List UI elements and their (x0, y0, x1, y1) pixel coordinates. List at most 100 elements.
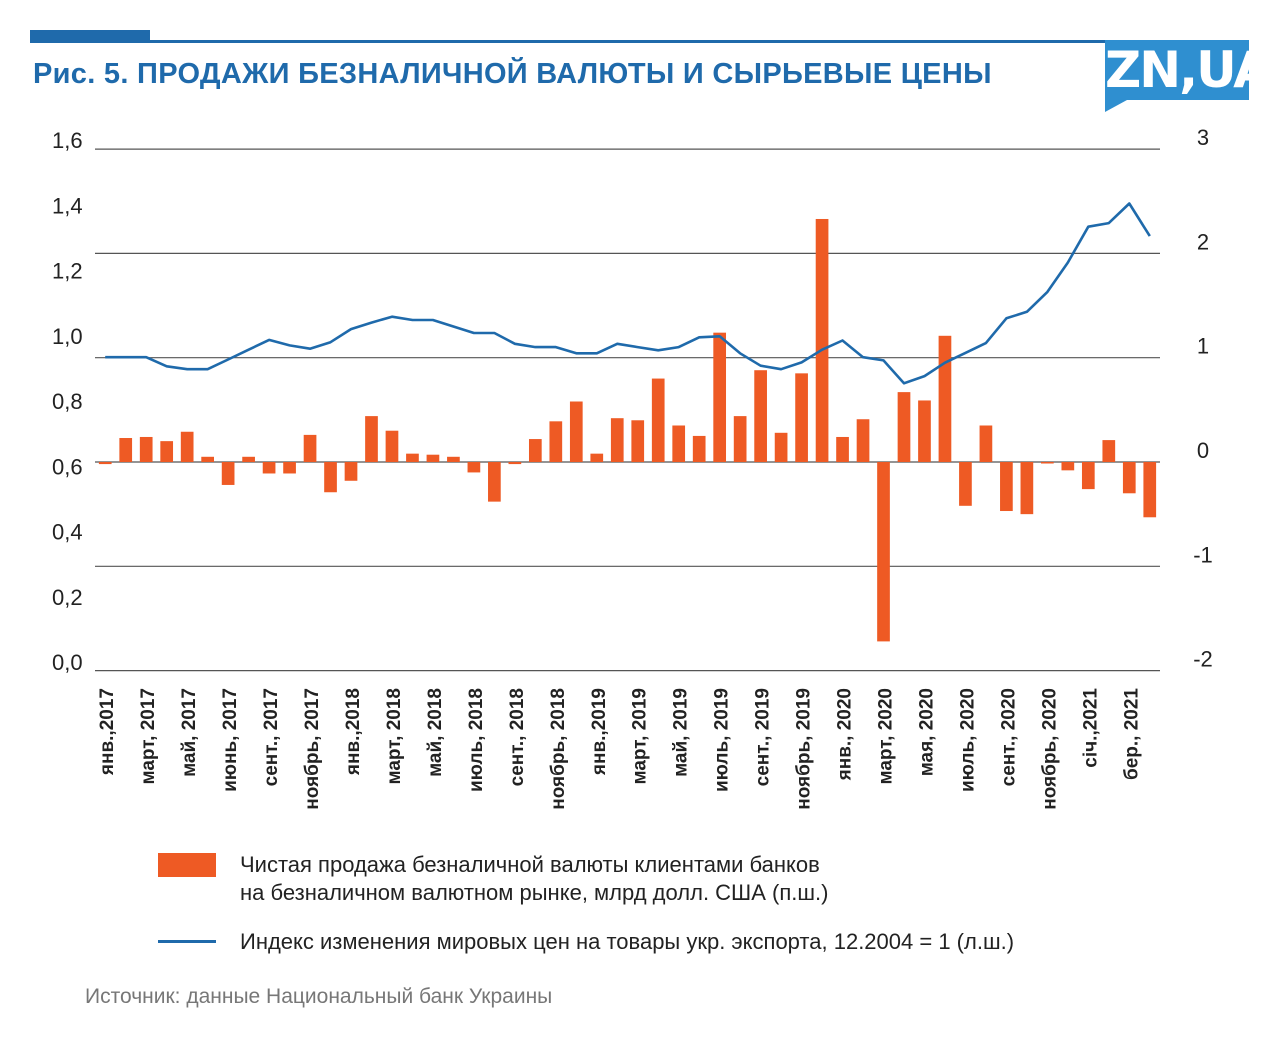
x-tick-label: май, 2019 (671, 688, 692, 777)
bar (139, 436, 153, 462)
bar-series (98, 218, 1157, 642)
bar (1081, 462, 1095, 490)
bar (303, 434, 317, 462)
bar (631, 420, 645, 462)
bar (467, 462, 481, 473)
bar (1102, 440, 1116, 462)
bar (979, 425, 993, 462)
bar (324, 462, 337, 493)
bar (610, 418, 624, 462)
bar (672, 425, 686, 462)
x-tick-label: янв., 2020 (835, 688, 856, 781)
x-tick-label: сент., 2017 (261, 688, 282, 786)
header-rule (30, 40, 1248, 43)
x-tick-label: ноябрь, 2017 (302, 688, 323, 810)
bar (754, 370, 767, 462)
left-axis-ticks: 0,0 0,2 0,4 0,6 0,8 1,0 1,2 1,4 1,6 (52, 128, 83, 675)
bar (344, 462, 358, 481)
bar (569, 401, 583, 462)
x-tick-label: янв.,2017 (97, 688, 118, 776)
bar (1041, 462, 1054, 464)
bar (692, 435, 706, 462)
bar (938, 335, 952, 462)
bar (365, 416, 378, 462)
bar (774, 432, 788, 462)
x-tick-label: июль, 2020 (957, 688, 978, 792)
bar (1143, 462, 1157, 518)
chart-area: 0,0 0,2 0,4 0,6 0,8 1,0 1,2 1,4 1,6 -2 -1 0 1 2 3 янв… (52, 125, 1213, 810)
right-tick-label: 1 (1197, 334, 1209, 359)
legend-line-label: Индекс изменения мировых цен на товары у… (240, 929, 1015, 954)
legend-bar-label-1: Чистая продажа безналичной валюты клиент… (240, 852, 820, 877)
x-tick-label: сент., 2020 (998, 688, 1019, 786)
bar (733, 416, 747, 462)
bar (856, 419, 870, 462)
left-tick-label: 0,4 (52, 520, 83, 545)
bar (836, 436, 849, 462)
bar (488, 462, 501, 502)
gridlines (95, 148, 1160, 672)
legend-line-swatch (158, 940, 216, 943)
legend-bar-swatch (158, 853, 216, 877)
bar (1020, 462, 1034, 515)
x-tick-label: март, 2020 (876, 688, 897, 784)
x-tick-label: май, 2018 (425, 688, 446, 777)
bar (426, 454, 440, 462)
right-tick-label: 2 (1197, 229, 1209, 254)
x-axis-ticks: янв.,2017 март, 2017 май, 2017 июнь, 2017 се… (97, 688, 1142, 810)
bar (1061, 462, 1075, 471)
left-tick-label: 0,8 (52, 389, 83, 414)
x-tick-label: сент., 2018 (507, 688, 528, 786)
x-tick-label: ноябрь, 2018 (548, 688, 569, 810)
line-series-path (105, 202, 1151, 385)
x-tick-label: січ.,2021 (1080, 688, 1101, 768)
bar (713, 332, 727, 462)
bar (406, 453, 419, 462)
bar (528, 439, 542, 462)
left-tick-label: 1,0 (52, 324, 83, 349)
legend-bar-label-2: на безналичном валютном рынке, млрд долл… (240, 880, 829, 905)
bar (119, 438, 133, 462)
bar (98, 462, 112, 465)
bar (262, 462, 276, 474)
bar (815, 218, 829, 462)
x-tick-label: май, 2017 (179, 688, 200, 777)
x-tick-label: март, 2019 (630, 688, 651, 784)
bar (877, 462, 890, 642)
x-tick-label: июнь, 2017 (220, 688, 241, 792)
x-tick-label: ноябрь, 2020 (1039, 688, 1060, 810)
bar (549, 421, 563, 462)
bar (795, 373, 808, 462)
right-axis-ticks: -2 -1 0 1 2 3 (1193, 125, 1213, 671)
left-tick-label: 0,2 (52, 585, 83, 610)
x-tick-label: ноябрь, 2019 (794, 688, 815, 810)
right-tick-label: 0 (1197, 438, 1209, 463)
x-tick-label: июль, 2019 (712, 688, 733, 792)
left-tick-label: 0,6 (52, 454, 83, 479)
x-tick-label: мая, 2020 (916, 688, 937, 776)
bar (897, 392, 911, 462)
bar (1000, 462, 1013, 512)
x-tick-label: июль, 2018 (466, 688, 487, 792)
zn-ua-logo: ZN,UA (1105, 40, 1272, 100)
bar (1122, 462, 1136, 494)
left-tick-label: 1,4 (52, 193, 83, 218)
right-tick-label: -1 (1193, 542, 1213, 567)
bar (242, 456, 255, 462)
x-tick-label: март, 2017 (138, 688, 159, 784)
logo-notch (1105, 100, 1127, 112)
source-note: Источник: данные Национальный банк Украи… (85, 985, 553, 1008)
x-tick-label: янв.,2019 (589, 688, 610, 776)
bar (385, 430, 399, 462)
x-tick-label: янв.,2018 (343, 688, 364, 776)
right-tick-label: 3 (1197, 125, 1209, 150)
x-tick-label: сент., 2019 (753, 688, 774, 786)
bar (590, 453, 604, 462)
left-tick-label: 1,6 (52, 128, 83, 153)
x-tick-label: бер., 2021 (1121, 688, 1142, 780)
bar (180, 431, 194, 462)
bar (447, 456, 460, 462)
bar (221, 462, 235, 485)
bar (160, 441, 174, 462)
header-accent-bar (30, 30, 150, 41)
